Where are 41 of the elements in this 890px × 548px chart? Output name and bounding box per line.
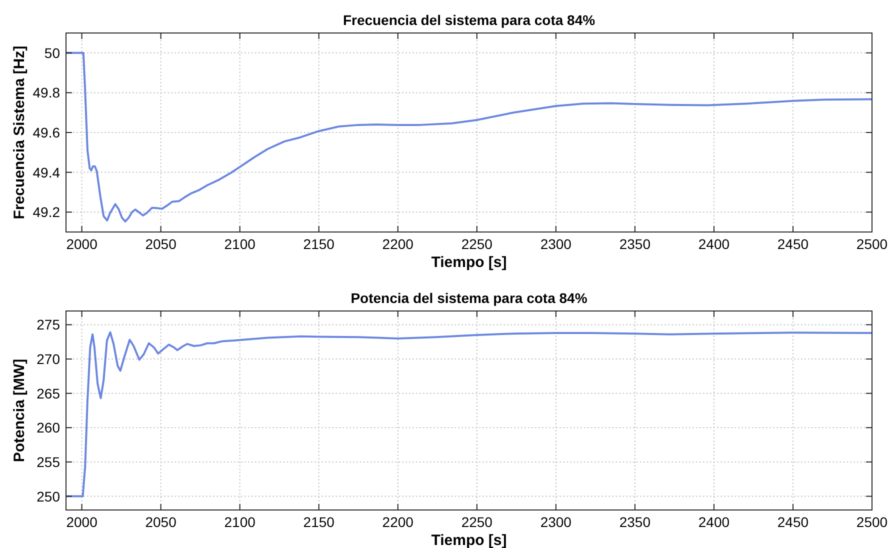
y-tick-label: 255 [36,454,60,470]
x-axis-title: Tiempo [s] [431,254,507,271]
x-tick-label: 2450 [777,514,809,530]
y-tick-label: 260 [36,420,60,436]
line-series [66,331,872,498]
x-tick-label: 2400 [698,236,730,252]
x-tick-label: 2350 [619,236,651,252]
x-tick-label: 2350 [619,514,651,530]
y-tick-label: 250 [36,488,60,504]
x-tick-label: 2500 [856,236,888,252]
y-tick-label: 50 [44,44,60,61]
chart-title: Potencia del sistema para cota 84% [350,290,588,306]
x-tick-label: 2050 [145,236,177,252]
y-tick-label: 265 [36,385,60,402]
x-tick-label: 2500 [856,514,888,530]
x-tick-label: 2300 [540,514,572,530]
y-axis-title: Frecuencia Sistema [Hz] [11,46,28,220]
x-tick-label: 2200 [382,236,414,252]
y-tick-label: 49.2 [32,204,60,220]
y-tick-label: 270 [36,351,60,368]
x-tick-label: 2300 [540,236,572,252]
x-tick-label: 2250 [461,236,493,252]
x-tick-label: 2150 [303,514,335,530]
x-tick-label: 2050 [145,514,177,530]
chart-title: Frecuencia del sistema para cota 84% [342,12,596,28]
y-tick-label: 49.4 [32,164,60,180]
x-tick-label: 2000 [66,236,98,252]
y-tick-label: 275 [36,316,60,333]
x-tick-label: 2100 [224,236,256,252]
x-tick-label: 2000 [66,514,98,530]
x-axis-title: Tiempo [s] [431,532,507,548]
x-tick-label: 2250 [461,514,493,530]
y-tick-label: 49.8 [32,84,60,101]
y-axis-title: Potencia [MW] [11,358,28,462]
x-tick-label: 2200 [382,514,414,530]
y-tick-label: 49.6 [32,124,60,140]
x-tick-label: 2450 [777,236,809,252]
line-series [66,52,872,222]
x-tick-label: 2100 [224,514,256,530]
x-tick-label: 2150 [303,236,335,252]
x-tick-label: 2400 [698,514,730,530]
